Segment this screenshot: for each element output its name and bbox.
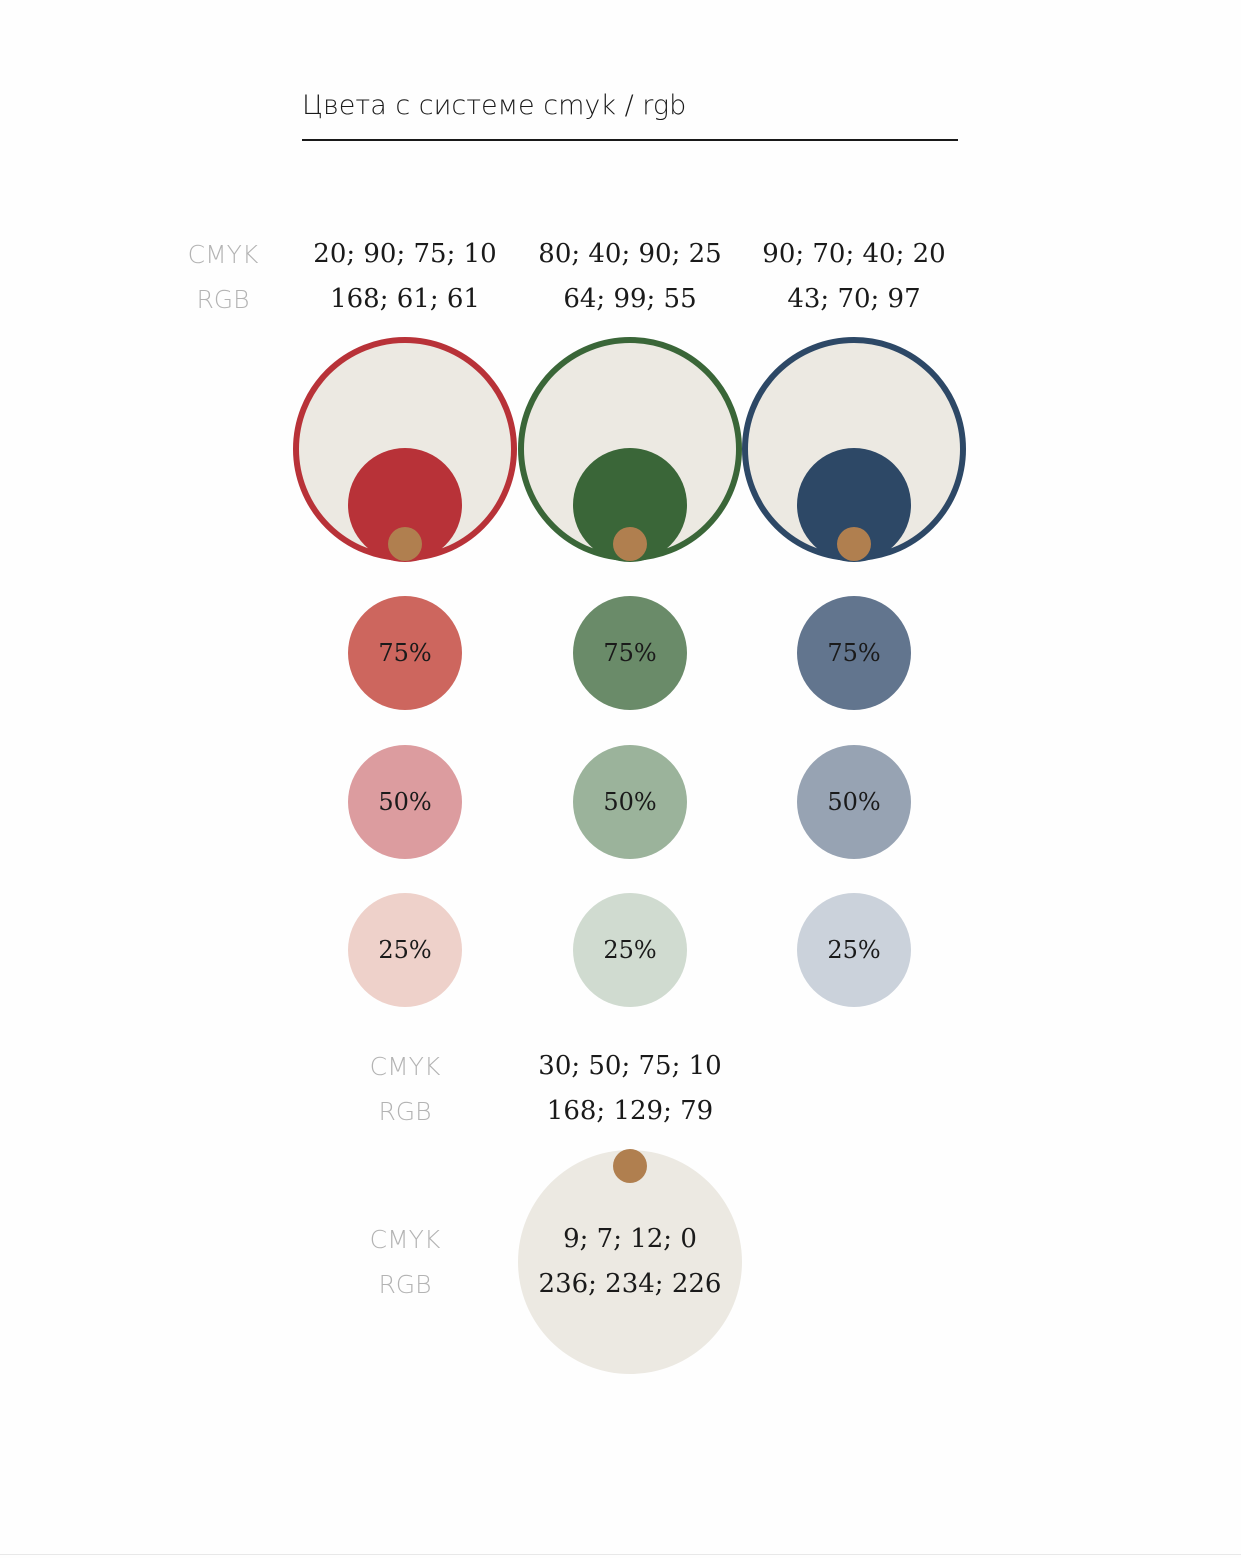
accent-dot — [613, 1149, 647, 1183]
green-tint-75: 75% — [573, 596, 687, 710]
red-tint-75: 75% — [348, 596, 462, 710]
red-rgb-value: 168; 61; 61 — [330, 284, 480, 314]
accent-cmyk-value: 30; 50; 75; 10 — [538, 1051, 722, 1081]
green-tint-50: 50% — [573, 745, 687, 859]
green-cmyk-value: 80; 40; 90; 25 — [538, 239, 722, 269]
rgb-label: RGB — [196, 285, 250, 314]
page-title: Цвета с системе cmyk / rgb — [302, 90, 687, 121]
accent-rgb-value: 168; 129; 79 — [546, 1096, 714, 1126]
blue-tint-25: 25% — [797, 893, 911, 1007]
red-tint-25: 25% — [348, 893, 462, 1007]
neutral-circle — [518, 1150, 742, 1374]
neutral-cmyk-value: 9; 7; 12; 0 — [563, 1224, 697, 1254]
cmyk-label: CMYK — [187, 240, 259, 269]
blue-rgb-value: 43; 70; 97 — [787, 284, 921, 314]
green-accent-dot — [613, 527, 647, 561]
title-divider — [302, 139, 958, 141]
accent-rgb-label: RGB — [378, 1097, 432, 1126]
blue-cmyk-value: 90; 70; 40; 20 — [762, 239, 946, 269]
blue-tint-75: 75% — [797, 596, 911, 710]
green-rgb-value: 64; 99; 55 — [563, 284, 697, 314]
neutral-rgb-value: 236; 234; 226 — [538, 1269, 722, 1299]
page-bottom-rule — [0, 1554, 1241, 1555]
blue-tint-50: 50% — [797, 745, 911, 859]
neutral-rgb-label: RGB — [378, 1270, 432, 1299]
neutral-cmyk-label: CMYK — [369, 1225, 441, 1254]
blue-accent-dot — [837, 527, 871, 561]
red-tint-50: 50% — [348, 745, 462, 859]
red-cmyk-value: 20; 90; 75; 10 — [313, 239, 497, 269]
red-accent-dot — [388, 527, 422, 561]
accent-cmyk-label: CMYK — [369, 1052, 441, 1081]
green-tint-25: 25% — [573, 893, 687, 1007]
